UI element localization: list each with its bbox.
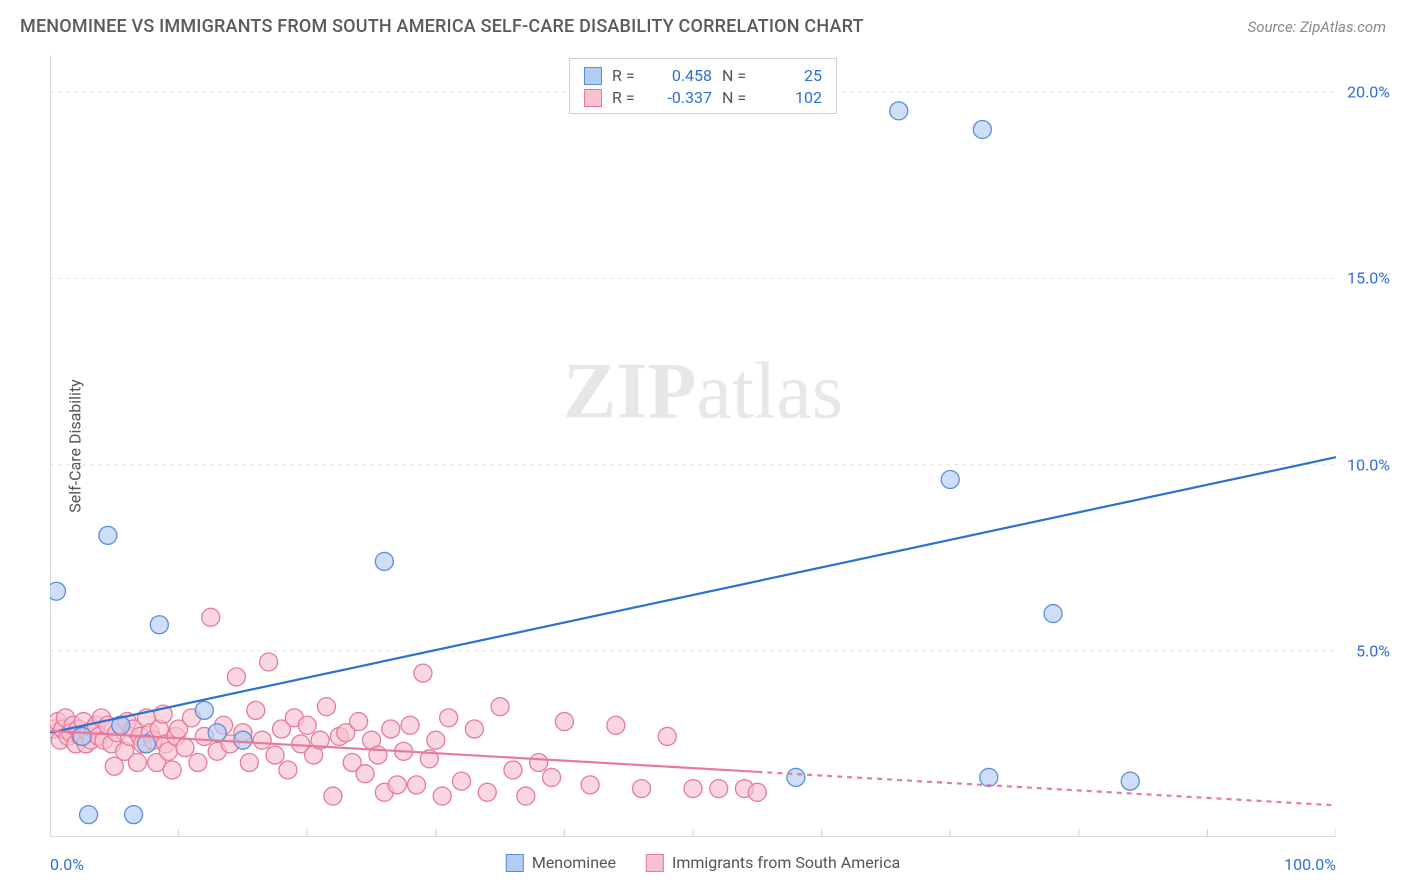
scatter-plot [50,55,1336,837]
legend-r-label: R = [612,65,642,87]
legend-stats-row-1: R = -0.337 N = 102 [584,87,822,109]
legend-r-value-1: -0.337 [652,87,712,109]
chart-header: MENOMINEE VS IMMIGRANTS FROM SOUTH AMERI… [20,16,1386,37]
legend-n-value-0: 25 [762,65,822,87]
swatch-series-0 [584,67,602,85]
legend-r-label: R = [612,87,642,109]
legend-n-label: N = [722,65,752,87]
legend-r-value-0: 0.458 [652,65,712,87]
legend-series: Menominee Immigrants from South America [506,853,900,872]
x-axis-max: 100.0% [1284,855,1336,874]
legend-n-label: N = [722,87,752,109]
y-tick-label: 5.0% [1356,641,1390,660]
legend-item-1: Immigrants from South America [646,853,900,872]
y-tick-label: 20.0% [1347,83,1390,102]
chart-title: MENOMINEE VS IMMIGRANTS FROM SOUTH AMERI… [20,16,864,37]
chart-area [50,55,1336,837]
legend-label-0: Menominee [532,853,616,872]
legend-item-0: Menominee [506,853,616,872]
chart-source: Source: ZipAtlas.com [1248,18,1386,36]
legend-n-value-1: 102 [762,87,822,109]
legend-stats: R = 0.458 N = 25 R = -0.337 N = 102 [569,58,837,114]
y-tick-label: 15.0% [1347,269,1390,288]
swatch-series-1 [646,854,664,872]
x-axis-min: 0.0% [50,855,84,874]
legend-stats-row-0: R = 0.458 N = 25 [584,65,822,87]
y-tick-label: 10.0% [1347,455,1390,474]
swatch-series-1 [584,89,602,107]
swatch-series-0 [506,854,524,872]
legend-label-1: Immigrants from South America [672,853,900,872]
